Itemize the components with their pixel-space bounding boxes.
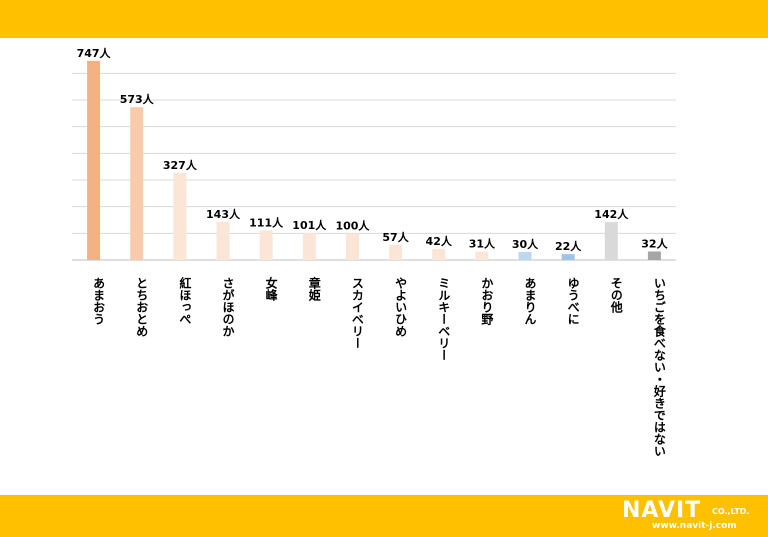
data-label: 100人 — [335, 218, 370, 232]
bar — [259, 230, 273, 260]
data-label: 573人 — [120, 92, 155, 106]
data-label: 111人 — [249, 215, 284, 229]
bar — [389, 244, 403, 260]
category-label: いちごを食べない・好きではない — [652, 277, 666, 457]
category-label: やよいひめ — [394, 277, 408, 337]
bottom-band — [0, 495, 768, 537]
bar — [561, 254, 575, 260]
category-label: 章姫 — [307, 276, 321, 302]
bar — [647, 251, 661, 260]
bar — [475, 251, 489, 260]
bar — [432, 248, 446, 260]
data-label: 101人 — [292, 218, 327, 232]
logo-url: www.navit-j.com — [652, 521, 737, 531]
bar — [216, 221, 230, 260]
data-label: 142人 — [594, 207, 629, 221]
top-band — [0, 0, 768, 38]
data-label: 327人 — [163, 158, 198, 172]
category-label: その他 — [609, 277, 623, 314]
category-label: 紅ほっぺ — [178, 276, 192, 325]
category-label: さがほのか — [221, 277, 235, 337]
bar — [604, 222, 618, 260]
logo-mark: NAVIT — [622, 498, 702, 523]
category-label: ゆうべに — [566, 277, 580, 325]
data-label: 30人 — [512, 237, 539, 251]
bar — [345, 233, 359, 260]
category-label: ミルキーベリー — [437, 277, 451, 361]
data-label: 57人 — [382, 230, 409, 244]
bar — [302, 233, 316, 260]
bar — [130, 107, 144, 260]
category-label: あまおう — [92, 277, 106, 325]
category-label: 女峰 — [264, 276, 278, 302]
logo-company-suffix: CO.,LTD. — [712, 507, 750, 516]
category-label: あまりん — [523, 277, 537, 325]
bar — [173, 172, 187, 260]
data-label: 32人 — [641, 236, 668, 250]
data-label: 747人 — [77, 46, 112, 60]
bar — [518, 252, 532, 260]
category-label: かおり野 — [480, 277, 494, 326]
category-label: とちおとめ — [135, 277, 149, 337]
data-label: 31人 — [469, 237, 496, 251]
company-logo: NAVIT CO.,LTD. www.navit-j.com — [620, 499, 760, 533]
category-label: スカイベリー — [350, 277, 364, 349]
bar — [87, 60, 101, 260]
data-label: 22人 — [555, 239, 582, 253]
data-label: 143人 — [206, 207, 241, 221]
data-label: 42人 — [426, 234, 453, 248]
